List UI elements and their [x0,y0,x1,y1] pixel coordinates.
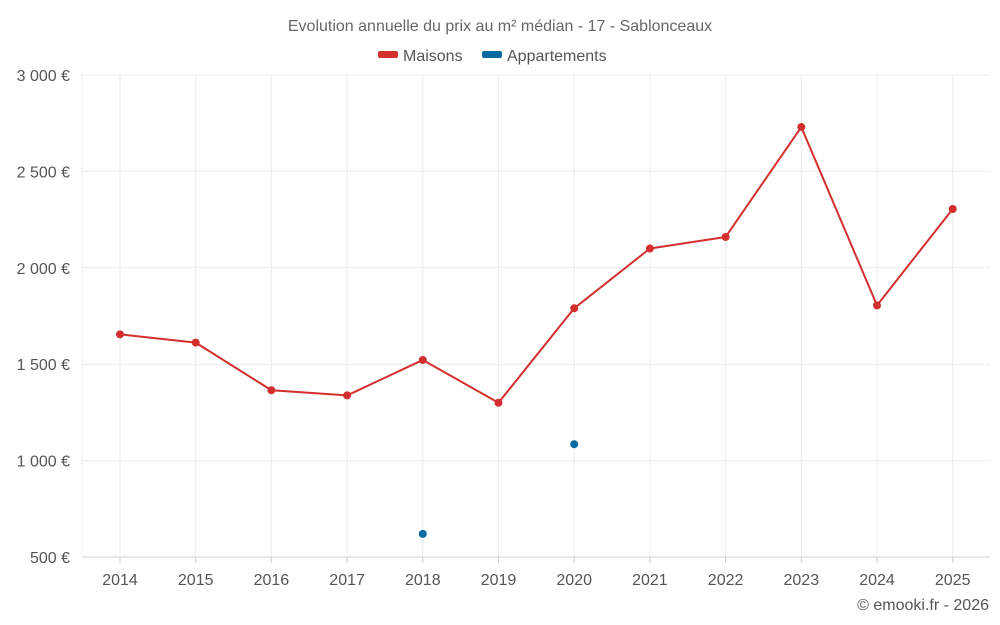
x-tick-label: 2014 [102,572,138,589]
data-point-maisons-2017[interactable] [343,391,352,400]
legend-item-maisons[interactable]: Maisons [378,48,463,65]
legend: Maisons Appartements [378,48,607,65]
x-tick-label: 2018 [405,572,441,589]
credit: © emooki.fr - 2026 [857,597,989,614]
chart-title: Evolution annuelle du prix au m² médian … [288,18,712,35]
data-point-maisons-2021[interactable] [645,244,654,253]
legend-swatch-appartements [482,51,502,58]
axes: 500 € 1 000 € 1 500 € 2 000 € 2 500 € 3 000 €… [17,68,971,589]
line-segment-maisons [724,126,803,238]
data-point-maisons-2020[interactable] [570,304,579,313]
data-point-maisons-2015[interactable] [191,338,200,347]
line-segment-maisons [573,247,651,310]
line-segment-maisons [194,341,273,392]
x-tick-label: 2020 [556,572,592,589]
series-appartements [418,440,579,538]
line-segment-maisons [421,358,500,404]
legend-label-maisons: Maisons [403,48,463,65]
data-point-maisons-2014[interactable] [116,330,124,339]
legend-item-appartements[interactable]: Appartements [482,48,607,65]
line-segment-maisons [648,235,727,250]
data-point-appartements-2018[interactable] [418,529,427,538]
line-segment-maisons [270,389,349,397]
data-point-maisons-2019[interactable] [494,398,503,407]
data-point-maisons-2025[interactable] [948,204,957,213]
line-segment-maisons [497,307,576,404]
line-segment-maisons [119,333,197,344]
series-maisons [116,123,957,407]
x-tick-label: 2016 [254,572,290,589]
y-tick-label: 1 000 € [17,454,70,471]
y-tick-label: 1 500 € [17,357,70,374]
x-tick-label: 2022 [708,572,744,589]
line-segment-maisons [346,358,424,397]
data-point-maisons-2018[interactable] [418,355,427,364]
grid [82,74,990,558]
data-point-appartements-2020[interactable] [570,440,579,449]
x-tick-label: 2021 [632,572,668,589]
line-segment-maisons [800,126,878,307]
y-tick-label: 2 000 € [17,261,70,278]
series [116,123,957,538]
x-tick-label: 2015 [178,572,214,589]
x-tick-label: 2017 [329,572,365,589]
legend-swatch-maisons [378,51,398,58]
data-point-maisons-2016[interactable] [267,386,276,395]
y-tick-label: 2 500 € [17,164,70,181]
x-tick-label: 2019 [481,572,517,589]
x-tick-label: 2023 [784,572,820,589]
y-tick-label: 3 000 € [17,68,70,85]
line-segment-maisons [876,207,954,307]
data-point-maisons-2022[interactable] [721,232,730,241]
legend-label-appartements: Appartements [507,48,607,65]
x-tick-label: 2025 [935,572,971,589]
data-point-maisons-2023[interactable] [797,123,806,132]
data-point-maisons-2024[interactable] [873,301,881,310]
x-tick-label: 2024 [859,572,895,589]
y-tick-label: 500 € [30,550,70,567]
